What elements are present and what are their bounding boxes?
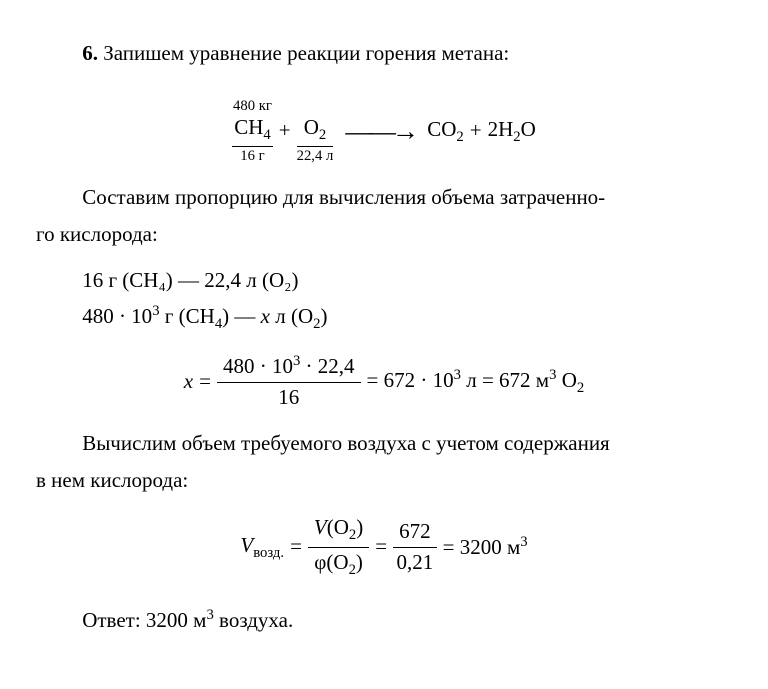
reaction-arrow: ——→ [345,111,415,152]
paragraph-2a: Составим пропорцию для вычисления объема… [36,182,732,214]
heading-line: 6. Запишем уравнение реакции горения мет… [36,38,732,70]
proportion-line-2: 480 · 103 г (CH4) — x л (O2) [82,300,732,335]
eq3-f2-num: 672 [393,519,437,547]
paragraph-3a: Вычислим объем требуемого воздуха с учет… [36,428,732,460]
eq2-denominator: 16 [217,383,361,410]
eq2-fraction: 480 · 103 · 22,4 16 [217,353,361,409]
equation-2: x = 480 · 103 · 22,4 16 = 672 · 103 л = … [36,353,732,409]
eq2-numerator: 480 · 103 · 22,4 [217,353,361,382]
paragraph-2b: го кислорода: [36,219,732,251]
h2o-term: 2H2O [488,114,536,148]
equation-3: Vвозд. = V(O2) φ(O2) = 672 0,21 = 3200 м… [36,515,732,580]
plus-sign-2: + [470,115,482,147]
ch4-term: 480 кг CH4 16 г [232,99,273,164]
proportion-line-1: 16 г (CH₄) — 22,4 л (O₂) [82,265,732,297]
paragraph-3b: в нем кислорода: [36,465,732,497]
answer-line: Ответ: 3200 м3 воздуха. [36,604,732,637]
eq3-rhs: = 3200 м3 [443,531,528,564]
equation-1: 480 кг CH4 16 г + O2 22,4 л ——→ CO2 + 2H… [36,88,732,164]
eq2-lhs: x [184,366,193,398]
eq3-f2-den: 0,21 [393,548,437,575]
item-number: 6. [82,41,98,65]
eq3-lhs: Vвозд. [240,530,284,564]
eq3-f1-den: φ(O2) [308,548,369,580]
eq3-fraction-2: 672 0,21 [393,519,437,574]
o2-molar-vol: 22,4 л [297,149,334,164]
eq3-fraction-1: V(O2) φ(O2) [308,515,369,580]
co2-term: CO2 [427,114,464,148]
plus-sign: + [279,115,291,147]
eq2-rhs: = 672 · 103 л = 672 м3 O2 [367,364,585,399]
ch4-molar: 16 г [232,149,273,164]
heading-text: Запишем уравнение реакции горения метана… [98,41,509,65]
eq3-f1-num: V(O2) [308,515,369,548]
ch4-mass: 480 кг [232,99,273,114]
o2-term: O2 22,4 л [297,99,334,164]
